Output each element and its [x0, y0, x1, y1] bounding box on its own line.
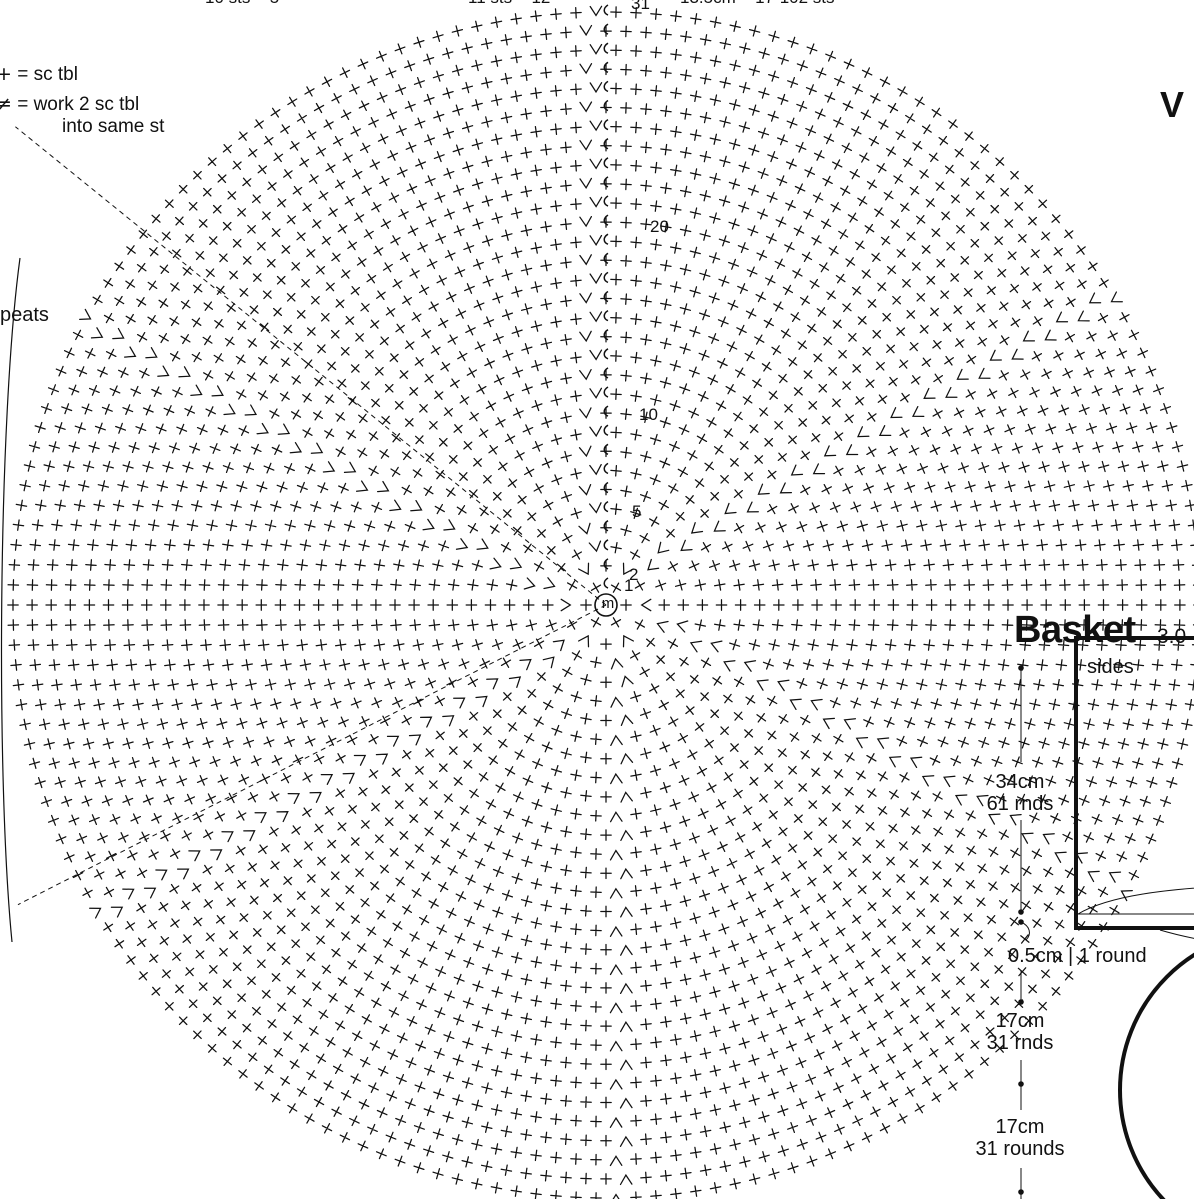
center-marker-label: m [601, 595, 615, 612]
dimension-dot [1018, 1081, 1024, 1087]
two-sc-tbl-symbol: ≠ [0, 93, 12, 115]
repeat-bracket [0, 257, 21, 943]
round-number: 31 [631, 0, 650, 13]
section-letter: V [1160, 84, 1185, 125]
round-number: 5 [632, 502, 642, 521]
round-number: 2 [629, 565, 639, 584]
basket-title: Basket [1014, 609, 1136, 651]
legend-sc-tbl: + = sc tbl [0, 63, 78, 86]
sides-rectangle [1074, 636, 1194, 930]
dimension-dot [1018, 909, 1024, 915]
hook-size: 3.0 [1157, 625, 1187, 648]
legend-2sc-tbl-line2: into same st [62, 116, 165, 137]
sides-height-cm: 34cm [995, 771, 1045, 793]
top-right-label: 13.5cm = 17·102 sts [680, 0, 835, 8]
repeat-line-lower [17, 604, 607, 906]
dimension-dot [1018, 665, 1024, 671]
center-ring [594, 593, 618, 617]
round-number: 20 [650, 217, 669, 236]
round-number: 1 [624, 576, 634, 595]
dimension-dot [1018, 999, 1024, 1005]
edge-round: 0.5cm | 1 round [1008, 945, 1147, 967]
two-sc-tbl-text: = work 2 sc tbl [17, 94, 140, 115]
base-radius-cm: 17cm [995, 1010, 1045, 1032]
round-number: 10 [639, 405, 658, 424]
legend-2sc-tbl: ≠ = work 2 sc tbl [0, 93, 140, 116]
sc-tbl-text: = sc tbl [17, 64, 78, 85]
edge-curve [1159, 929, 1194, 939]
base-circle [1118, 952, 1194, 1199]
top-mid-label: 11 sts = 12 [468, 0, 550, 8]
sides-height-rounds: 61 rnds [986, 793, 1054, 815]
edge-pointer [1020, 921, 1030, 941]
repeat-line-upper [15, 126, 607, 606]
join-column [603, 4, 609, 589]
sides-label: sides [1087, 656, 1134, 678]
base-radius-rounds: 31 rnds [986, 1032, 1054, 1054]
edge-curve [1077, 887, 1194, 915]
repeats-label: peats [0, 304, 49, 326]
sc-tbl-symbol: + [0, 63, 12, 85]
chart-overlay [0, 4, 1194, 1199]
dimension-dot [1018, 1189, 1024, 1195]
base-radius2-rounds: 31 rounds [975, 1138, 1065, 1160]
top-left-label: 10 sts = 5 [205, 0, 279, 8]
base-radius2-cm: 17cm [995, 1116, 1045, 1138]
